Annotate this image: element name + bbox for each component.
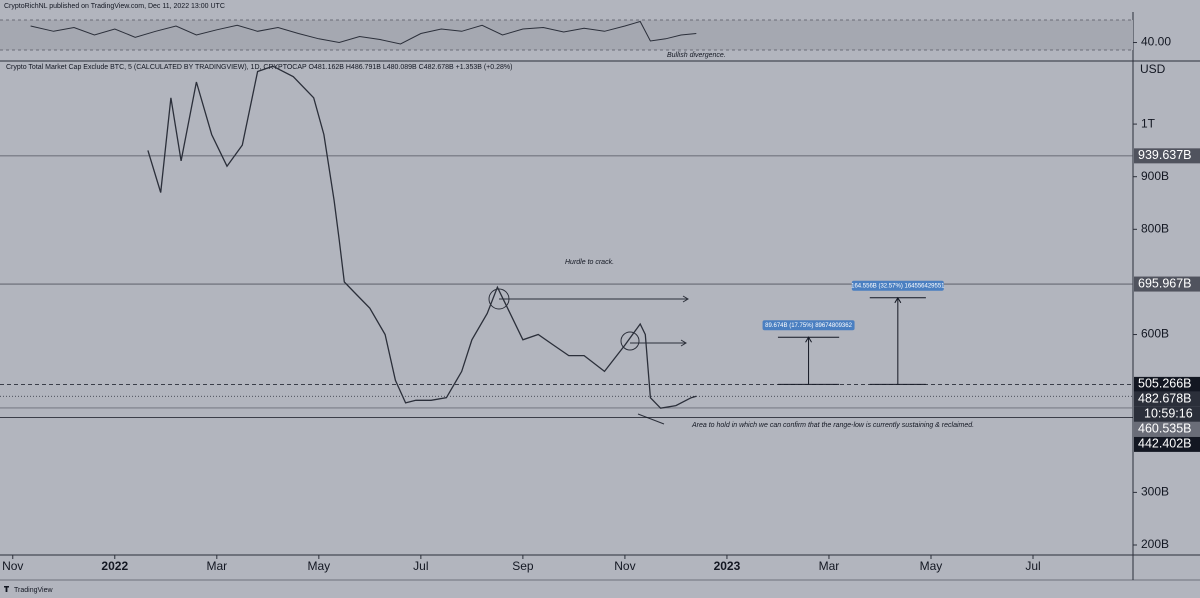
x-tick-label: Jul xyxy=(1025,559,1040,573)
price-label-bg xyxy=(1134,148,1200,164)
measure-label: 89.674B (17.75%) 89674809362 xyxy=(765,323,852,329)
x-tick-label: 2023 xyxy=(714,559,741,573)
measure-arrow xyxy=(805,336,812,343)
price-label: 482.678B xyxy=(1138,392,1192,406)
price-label: 442.402B xyxy=(1138,437,1192,451)
price-label: 505.266B xyxy=(1138,377,1192,391)
x-tick-label: May xyxy=(920,559,943,573)
rsi-tick-label: 40.00 xyxy=(1141,35,1171,49)
y-tick-label: 900B xyxy=(1141,169,1169,183)
chart-title: Crypto Total Market Cap Exclude BTC, 5 (… xyxy=(6,64,512,71)
price-label: 460.535B xyxy=(1138,422,1192,436)
annotation: Hurdle to crack. xyxy=(565,259,614,266)
price-label: 695.967B xyxy=(1138,276,1192,290)
pivot-circle xyxy=(620,331,640,351)
x-tick-label: Mar xyxy=(206,559,227,573)
price-label-bg xyxy=(1134,391,1200,407)
footer: TradingView xyxy=(14,587,53,594)
x-tick-label: May xyxy=(307,559,330,573)
rsi-line xyxy=(30,20,697,45)
countdown: 10:59:16 xyxy=(1144,407,1193,421)
price-label-bg xyxy=(1134,376,1200,392)
x-tick-label: Mar xyxy=(819,559,840,573)
arrow-head xyxy=(680,339,687,347)
trend-line xyxy=(637,413,665,425)
price-label: 939.637B xyxy=(1138,148,1192,162)
measure-label-bg xyxy=(762,320,855,331)
y-tick-label: 300B xyxy=(1141,485,1169,499)
y-tick-label: 800B xyxy=(1141,221,1169,235)
price-label-bg xyxy=(1134,436,1200,452)
rsi-band xyxy=(0,20,1133,51)
x-tick-label: Sep xyxy=(512,559,534,573)
y-tick-label: 200B xyxy=(1141,537,1169,551)
price-label-bg xyxy=(1134,421,1200,437)
x-tick-label: Jul xyxy=(413,559,428,573)
publisher: CryptoRichNL published on TradingView.co… xyxy=(4,3,225,10)
annotation: Bullish divergence. xyxy=(667,52,726,59)
countdown-bg xyxy=(1134,406,1200,422)
y-tick-label: 1T xyxy=(1141,116,1156,130)
pivot-circle xyxy=(488,288,510,310)
measure-arrow xyxy=(894,296,902,304)
x-tick-label: Nov xyxy=(614,559,635,573)
currency: USD xyxy=(1140,62,1166,76)
annotation: Area to hold in which we can confirm tha… xyxy=(691,422,974,429)
x-tick-label: Nov xyxy=(2,559,23,573)
footer-bar xyxy=(0,580,1200,598)
arrow-head xyxy=(682,295,689,303)
tv-logo xyxy=(4,586,9,592)
x-tick-label: 2022 xyxy=(101,559,128,573)
measure-label-bg xyxy=(851,280,944,291)
measure-label: 164.556B (32.57%) 164556429551 xyxy=(851,283,945,289)
y-tick-label: 600B xyxy=(1141,327,1169,341)
price-label-bg xyxy=(1134,276,1200,292)
price-line xyxy=(147,65,697,409)
